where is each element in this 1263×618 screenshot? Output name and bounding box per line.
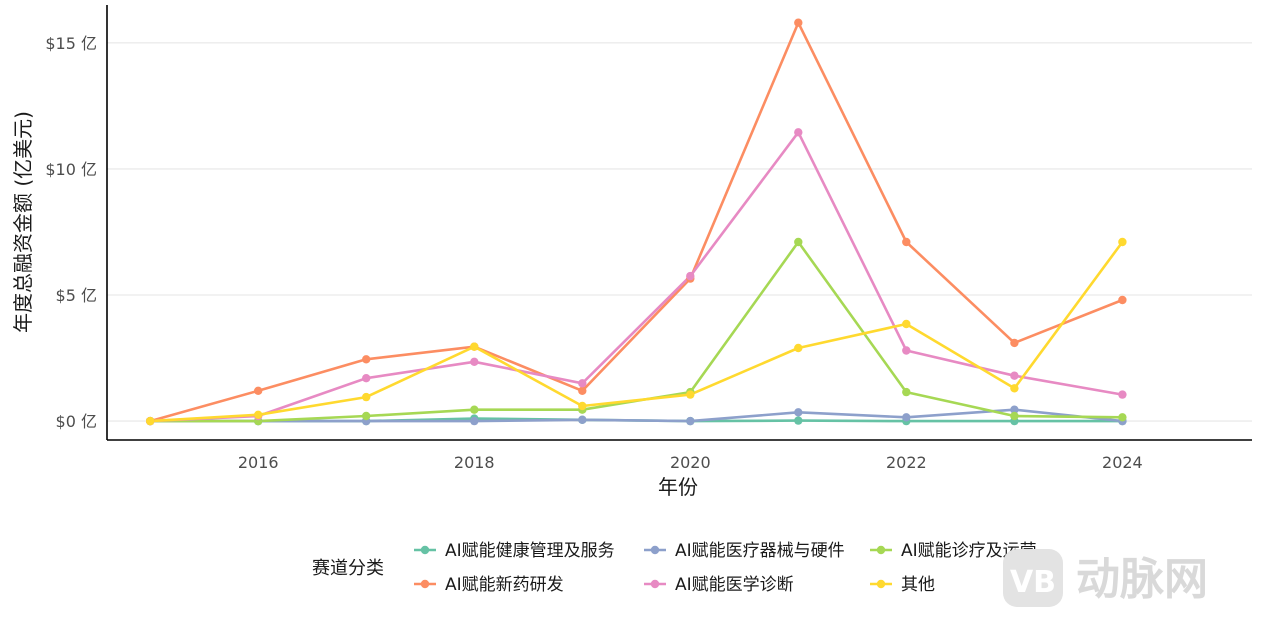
legend-title: 赛道分类	[312, 558, 384, 579]
watermark-logo-text: VB	[1010, 565, 1056, 600]
data-point	[1010, 371, 1019, 380]
data-point	[578, 415, 587, 424]
x-axis-title: 年份	[658, 475, 698, 499]
data-point	[362, 355, 371, 364]
data-point	[254, 386, 263, 395]
series-line	[148, 131, 1124, 423]
legend-key-point	[650, 545, 660, 555]
data-point	[254, 410, 263, 419]
legend-key-point	[420, 545, 430, 555]
data-point	[578, 401, 587, 411]
data-point	[470, 405, 479, 414]
legend: 赛道分类 AI赋能健康管理及服务 AI赋能医疗器械与硬件 AI赋能诊疗及运营 AI赋能…	[312, 541, 1037, 595]
series-line	[148, 240, 1124, 423]
data-point	[794, 128, 803, 137]
data-point	[794, 343, 803, 353]
legend-label: AI赋能健康管理及服务	[445, 541, 615, 561]
grid-lines	[107, 42, 1252, 422]
data-point	[686, 390, 695, 399]
data-point	[1118, 237, 1127, 247]
legend-label: AI赋能医学诊断	[675, 575, 794, 595]
data-point	[794, 416, 803, 425]
series-line	[148, 21, 1124, 423]
x-tick-labels: 2016 2018 2020 2022 2024	[238, 453, 1143, 472]
x-tick-label: 2024	[1102, 453, 1143, 472]
x-tick-label: 2020	[670, 453, 711, 472]
data-point	[1118, 390, 1127, 399]
watermark-logo	[1003, 549, 1063, 607]
legend-key-point	[420, 579, 430, 589]
axes	[106, 5, 1252, 441]
legend-label: 其他	[901, 575, 935, 595]
data-point	[470, 416, 479, 426]
data-point	[1118, 295, 1127, 305]
x-tick-label: 2018	[454, 453, 495, 472]
legend-label: AI赋能诊疗及运营	[901, 541, 1037, 561]
watermark-text: 动脉网	[1076, 554, 1208, 605]
watermark: VB 动脉网	[1003, 549, 1208, 607]
data-point	[1118, 413, 1127, 422]
y-tick-labels: $0 亿 $5 亿 $10 亿 $15 亿	[45, 34, 97, 431]
data-point	[686, 416, 695, 426]
legend-key-point	[876, 579, 886, 589]
data-point	[686, 271, 695, 281]
data-point	[794, 408, 803, 417]
legend-key-point	[650, 579, 660, 589]
data-point	[362, 392, 371, 402]
legend-label: AI赋能医疗器械与硬件	[675, 541, 845, 561]
data-point	[902, 346, 911, 355]
data-point	[578, 386, 587, 395]
data-point	[470, 342, 479, 351]
data-point	[902, 319, 911, 329]
data-point	[1010, 338, 1019, 348]
data-point	[146, 416, 155, 426]
data-point	[794, 237, 803, 247]
data-point	[902, 237, 911, 247]
data-point	[794, 18, 803, 27]
y-tick-label: $5 亿	[56, 286, 97, 305]
y-axis-title: 年度总融资金额 (亿美元)	[11, 111, 35, 333]
series-line	[148, 408, 1124, 423]
data-point	[1010, 405, 1019, 414]
y-tick-label: $0 亿	[56, 412, 97, 431]
data-point	[470, 357, 479, 366]
data-point	[578, 379, 587, 388]
data-point	[362, 411, 371, 421]
y-tick-label: $15 亿	[45, 34, 97, 53]
legend-label: AI赋能新药研发	[445, 575, 564, 595]
data-point	[1010, 384, 1019, 393]
series-line	[148, 240, 1124, 423]
x-tick-label: 2016	[238, 453, 279, 472]
data-point	[902, 387, 911, 397]
series-points	[146, 18, 1127, 426]
y-tick-label: $10 亿	[45, 160, 97, 179]
x-tick-label: 2022	[886, 453, 927, 472]
data-point	[1010, 411, 1019, 421]
data-point	[362, 374, 371, 383]
data-point	[902, 413, 911, 422]
series-lines	[148, 21, 1124, 423]
legend-key-point	[876, 545, 886, 555]
